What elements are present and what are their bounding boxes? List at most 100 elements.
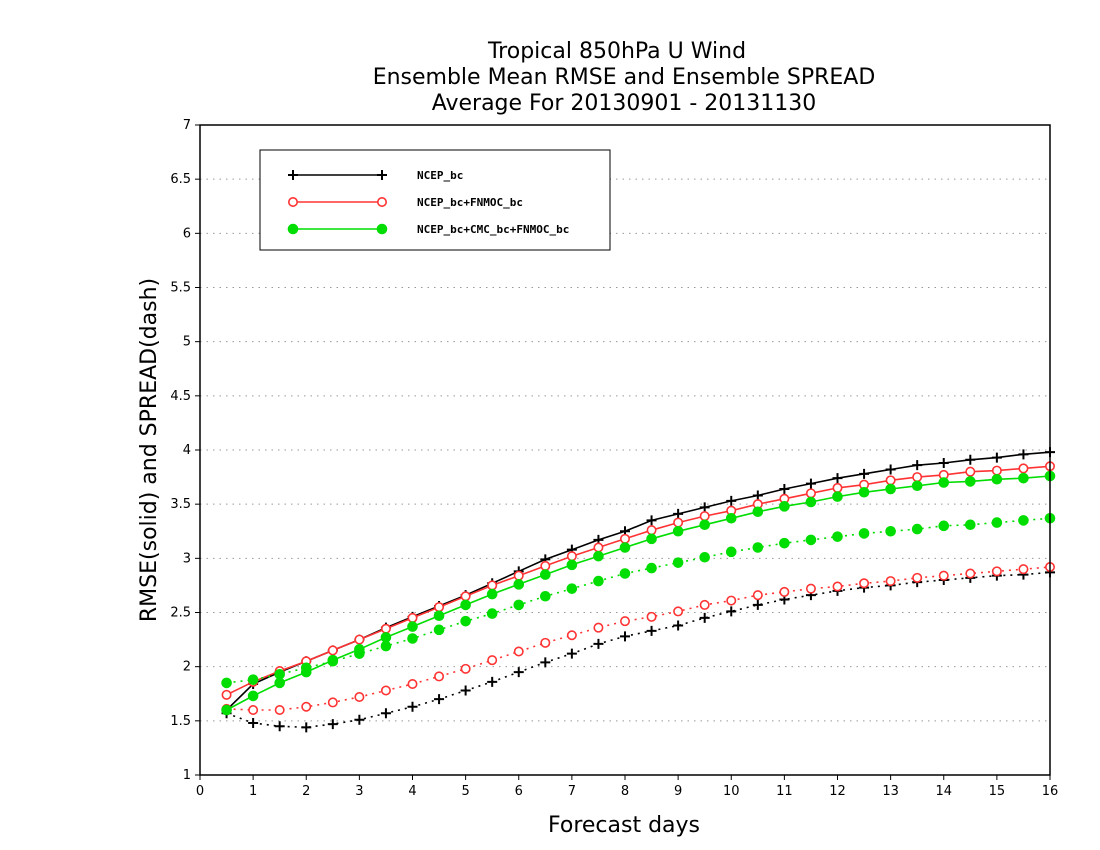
series-3-spread-point — [247, 674, 259, 685]
y-tick-label: 1 — [183, 768, 191, 783]
series-2-rmse-point — [1018, 463, 1029, 474]
series-3-rmse-point — [911, 480, 923, 492]
series-2-rmse-point — [540, 560, 551, 571]
x-tick-label: 11 — [776, 784, 793, 799]
series-2-rmse-point — [646, 525, 657, 536]
y-tick-label: 3.5 — [170, 497, 191, 512]
series-1-spread-point — [513, 667, 524, 678]
series-2-spread-point — [460, 663, 471, 674]
series-2-rmse-point — [965, 466, 976, 477]
x-tick-label: 9 — [674, 784, 682, 799]
x-tick-label: 5 — [461, 784, 469, 799]
chart-title-line-2: Ensemble Mean RMSE and Ensemble SPREAD — [373, 65, 876, 90]
series-3-rmse-point — [247, 690, 259, 702]
series-1-rmse-point — [859, 468, 870, 479]
series-2-spread-point — [274, 704, 285, 715]
series-3-rmse-point — [407, 621, 418, 632]
series-2-spread-point — [859, 578, 870, 589]
series-2-rmse-point — [487, 580, 498, 591]
series-3-rmse-point — [699, 519, 710, 531]
series-1-spread-point — [593, 638, 604, 649]
x-tick-label: 0 — [196, 784, 204, 799]
y-axis-label: RMSE(solid) and SPREAD(dash) — [137, 278, 162, 622]
series-1-rmse-point — [912, 460, 923, 471]
series-3-spread-point — [460, 615, 471, 627]
series-3-rmse-point — [672, 525, 684, 537]
legend-label-3: NCEP_bc+CMC_bc+FNMOC_bc — [417, 223, 569, 236]
series-3-rmse-point — [885, 483, 896, 495]
series-3-rmse-point — [380, 632, 392, 643]
series-2-spread-point — [938, 570, 949, 581]
y-tick-label: 6 — [183, 226, 191, 241]
legend-label-1: NCEP_bc — [417, 169, 463, 182]
y-tick-label: 4.5 — [170, 389, 191, 404]
series-3-spread-point — [380, 640, 392, 652]
series-3-spread-point — [991, 517, 1003, 528]
series-3-rmse-point — [991, 473, 1003, 485]
x-tick-label: 4 — [408, 784, 416, 799]
legend-box — [259, 149, 611, 251]
series-3-spread-point — [486, 608, 498, 619]
y-tick-label: 5 — [183, 335, 191, 350]
y-tick-label: 3 — [183, 551, 191, 566]
series-3-rmse-point — [965, 476, 976, 487]
series-1-spread-point — [327, 719, 338, 730]
series-3-rmse-point — [540, 569, 551, 580]
series-2-spread-point — [912, 572, 923, 583]
series-3-spread-point — [832, 531, 843, 542]
series-3-spread-point — [752, 542, 764, 553]
series-2-rmse-point — [221, 689, 232, 700]
x-tick-label: 2 — [302, 784, 310, 799]
series-2-spread-point — [965, 568, 976, 579]
y-tick-label: 6.5 — [170, 172, 191, 187]
y-tick-label: 1.5 — [170, 714, 191, 729]
series-1-rmse-point — [752, 490, 763, 501]
series-1-rmse-point — [699, 502, 710, 513]
series-1-spread-point — [380, 708, 391, 719]
series-3-spread-point — [593, 575, 604, 587]
series-3-spread-point — [221, 677, 232, 689]
series-3-rmse-point — [1018, 472, 1029, 484]
series-3-spread-point — [566, 583, 578, 594]
series-3-spread-point — [965, 519, 976, 531]
series-2-spread-point — [354, 691, 365, 702]
series-2-rmse-point — [805, 488, 816, 499]
x-tick-label: 12 — [829, 784, 846, 799]
series-2-spread-point — [487, 655, 498, 666]
series-2-spread-point — [646, 611, 657, 622]
series-1-spread-point — [540, 657, 551, 668]
series-2-spread-point — [380, 685, 391, 696]
series-3-rmse-point — [274, 677, 285, 689]
x-tick-label: 10 — [723, 784, 740, 799]
legend-marker-3 — [287, 223, 299, 235]
series-2-rmse-point — [699, 511, 710, 522]
series-1-spread-point — [274, 721, 285, 732]
legend-marker-2 — [376, 197, 387, 208]
series-2-spread-point — [832, 581, 843, 592]
legend: NCEP_bc NCEP_bc+FNMOC_bc NCEP_bc+CMC_bc+FN… — [259, 149, 611, 251]
series-3-spread-point — [646, 562, 657, 574]
x-axis-label: Forecast days — [548, 813, 700, 838]
series-2-rmse-point — [673, 517, 684, 528]
chart-title-line-3: Average For 20130901 - 20131130 — [432, 91, 817, 116]
series-1-spread-point — [752, 599, 763, 610]
series-3-rmse-point — [460, 599, 471, 611]
series-3-spread-point — [885, 525, 896, 537]
series-2-spread-point — [434, 671, 445, 682]
series-3-rmse-point — [513, 579, 525, 590]
series-2-rmse-point — [513, 570, 524, 581]
series-1-spread-point — [407, 701, 418, 712]
series-2-spread-point — [752, 590, 763, 601]
series-2-rmse-point — [885, 475, 896, 486]
series-1-spread-point — [726, 606, 737, 617]
series-3-spread-point — [433, 624, 445, 636]
series-2-rmse-point — [380, 623, 391, 634]
series-3-spread-point — [938, 520, 950, 532]
series-3-rmse-point — [327, 654, 339, 666]
x-tick-label: 7 — [568, 784, 576, 799]
y-tick-label: 4 — [183, 443, 191, 458]
series-3-rmse-point — [566, 559, 578, 571]
series-2-spread-point — [619, 616, 630, 627]
